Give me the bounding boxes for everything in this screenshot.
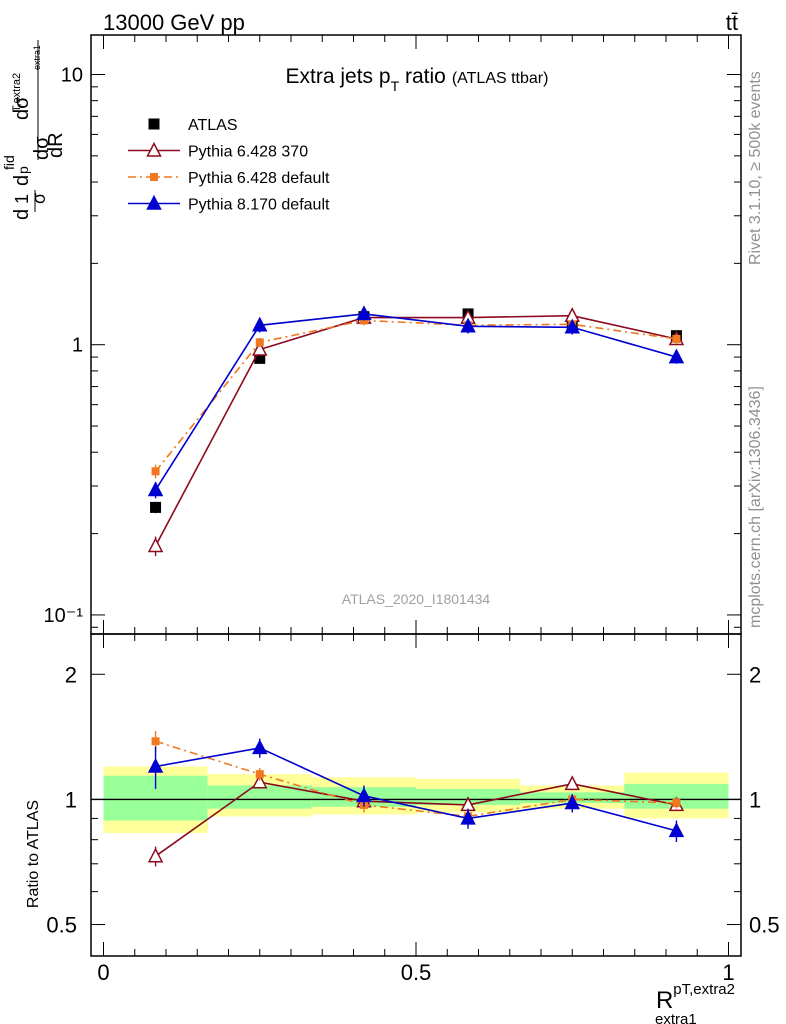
main-data-point bbox=[668, 348, 685, 364]
main-data-point bbox=[252, 316, 268, 332]
legend: ATLAS Pythia 6.428 370 Pythia 6.428 defaul… bbox=[128, 117, 330, 214]
title-subscript: T bbox=[391, 78, 400, 94]
ratio-y-axis-label: Ratio to ATLAS bbox=[25, 800, 42, 908]
ratio-data-point bbox=[255, 770, 264, 779]
ratio-y-tick-label: 2 bbox=[65, 662, 77, 687]
title-text: Extra jets p bbox=[286, 65, 391, 88]
ratio-series-line bbox=[155, 740, 677, 818]
ratio-data-point bbox=[564, 794, 580, 810]
y-label-line8: dσ bbox=[11, 96, 33, 120]
header-process-label: tt̄ bbox=[726, 10, 738, 35]
main-series-line bbox=[154, 319, 677, 472]
ratio-data-point bbox=[151, 737, 160, 746]
main-data-point bbox=[672, 334, 681, 343]
title-suffix: ratio bbox=[399, 65, 446, 88]
ratio-data-point bbox=[252, 773, 268, 789]
main-y-tick-label: 10 bbox=[61, 64, 83, 86]
x-label-main: R bbox=[656, 987, 673, 1014]
x-axis-label: RpT,extra2 extra1 bbox=[655, 981, 735, 1024]
ratio-y-tick-label: 0.5 bbox=[46, 913, 77, 938]
ratio-data-point bbox=[147, 847, 164, 863]
y-label-line5: d bbox=[11, 175, 33, 186]
main-data-point bbox=[460, 317, 476, 333]
y-label-line1: dσ bbox=[31, 136, 53, 160]
ratio-series-line bbox=[155, 781, 677, 857]
x-tick-label: 0 bbox=[97, 960, 109, 985]
legend-marker bbox=[146, 194, 162, 210]
x-label-sub: extra1 bbox=[655, 1011, 697, 1024]
y-label-line9: dR bbox=[45, 132, 67, 158]
analysis-watermark: ATLAS_2020_I1801434 bbox=[342, 591, 491, 607]
legend-label: Pythia 8.170 default bbox=[188, 197, 330, 214]
legend-marker bbox=[148, 118, 160, 130]
ratio-data-point bbox=[672, 799, 681, 808]
ratio-data-point bbox=[356, 787, 372, 803]
main-y-axis-label: dσ d 1 σ d p fid dσ dR T,extra2 extra1 bbox=[1, 40, 67, 220]
main-series-3 bbox=[147, 305, 685, 499]
main-data-point bbox=[147, 481, 164, 497]
x-label-sup: pT,extra2 bbox=[673, 981, 735, 998]
y-label-line6: p bbox=[15, 166, 31, 174]
ratio-panel: 0.5 0.5 1 1 2 2 0 0.5 1 Ratio to ATLAS RpT,extra… bbox=[25, 633, 780, 1024]
main-panel: 10⁻¹ 1 10 Extra jets pT ratio (ATLAS ttbar)… bbox=[1, 34, 742, 635]
ratio-y-tick-label: 1 bbox=[65, 787, 77, 812]
legend-label: Pythia 6.428 default bbox=[188, 170, 330, 187]
main-series-line bbox=[154, 313, 677, 491]
main-series-2 bbox=[151, 315, 681, 479]
main-data-point bbox=[254, 352, 266, 364]
ratio-series-2 bbox=[147, 738, 685, 842]
main-data-point bbox=[564, 318, 580, 334]
y-label-line10: T,extra2 bbox=[11, 73, 23, 112]
mcplots-label: mcplots.cern.ch [arXiv:1306.3436] bbox=[747, 386, 764, 628]
x-tick-label: 0.5 bbox=[401, 960, 432, 985]
ratio-series-line bbox=[155, 747, 677, 832]
ratio-data-point bbox=[252, 739, 268, 755]
main-data-point bbox=[150, 501, 162, 513]
header-energy-label: 13000 GeV pp bbox=[103, 10, 245, 35]
main-y-tick-label: 1 bbox=[72, 335, 83, 357]
ratio-y-tick-label-right: 2 bbox=[749, 662, 761, 687]
legend-marker bbox=[150, 173, 158, 181]
main-title: Extra jets pT ratio (ATLAS ttbar) bbox=[286, 65, 549, 94]
main-data-point bbox=[151, 467, 160, 476]
main-data-point bbox=[255, 338, 264, 347]
rivet-version-label: Rivet 3.1.10, ≥ 500k events bbox=[747, 71, 764, 265]
x-tick-label: 1 bbox=[722, 960, 734, 985]
y-label-line11: extra1 bbox=[32, 45, 42, 70]
ratio-data-point bbox=[668, 822, 685, 838]
main-series-0 bbox=[150, 308, 682, 514]
main-series-line bbox=[154, 314, 677, 547]
y-label-line2: d bbox=[11, 209, 33, 220]
main-series-1 bbox=[147, 307, 685, 557]
legend-label: ATLAS bbox=[188, 117, 238, 134]
ratio-y-tick-label-right: 0.5 bbox=[749, 913, 780, 938]
main-data-point bbox=[356, 305, 372, 321]
y-label-line3: 1 bbox=[12, 194, 32, 204]
ratio-band-green bbox=[207, 785, 312, 809]
main-data-point bbox=[147, 537, 164, 553]
y-label-line7: fid bbox=[1, 155, 17, 170]
y-label-line4: σ bbox=[29, 193, 49, 204]
title-small: (ATLAS ttbar) bbox=[452, 70, 549, 87]
ratio-data-point bbox=[564, 775, 580, 791]
ratio-data-point bbox=[460, 809, 476, 825]
ratio-series-0 bbox=[147, 773, 685, 867]
main-data-point bbox=[252, 340, 268, 356]
legend-marker bbox=[146, 141, 162, 157]
ratio-y-tick-label-right: 1 bbox=[749, 787, 761, 812]
main-y-tick-label: 10⁻¹ bbox=[44, 605, 84, 627]
ratio-data-point bbox=[147, 757, 164, 773]
legend-label: Pythia 6.428 370 bbox=[188, 144, 308, 161]
